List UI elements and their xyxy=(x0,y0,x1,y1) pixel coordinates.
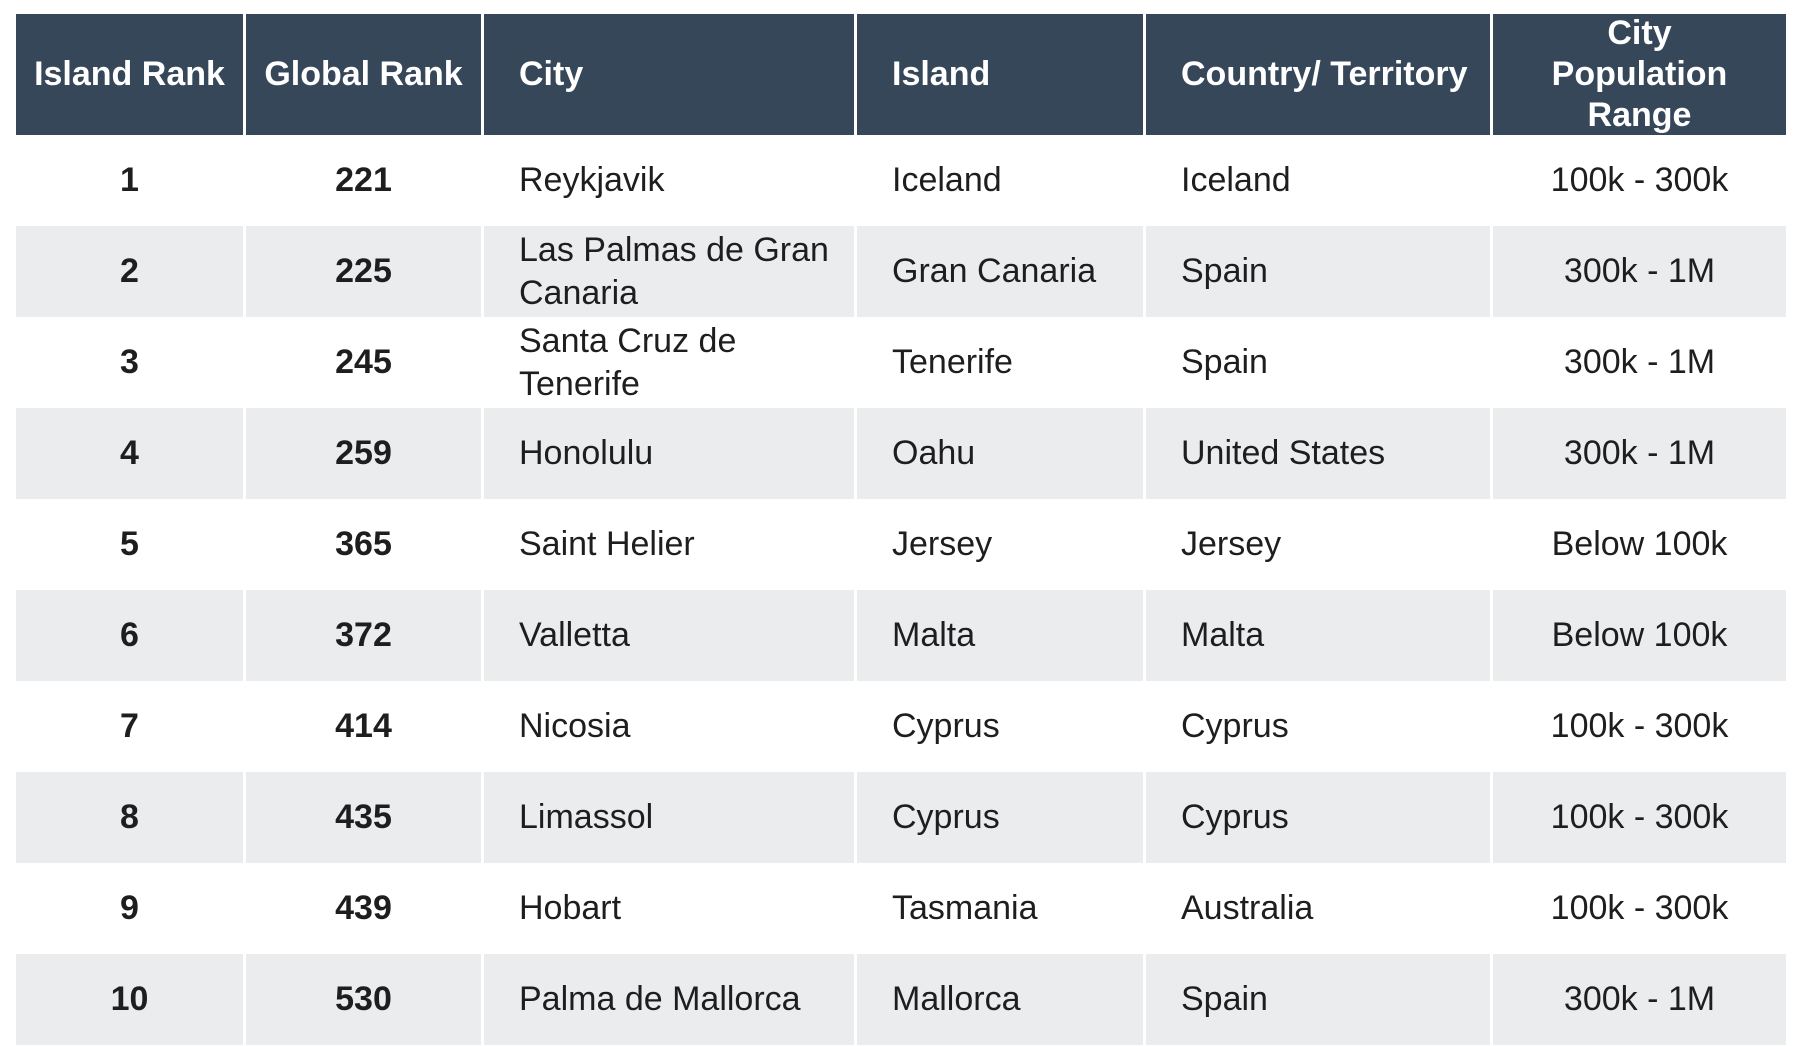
table-cell: Tenerife xyxy=(892,343,1013,382)
table-cell: 300k - 1M xyxy=(1493,408,1786,499)
table-cell: 100k - 300k xyxy=(1493,772,1786,863)
table-cell: Hobart xyxy=(519,889,622,928)
table-cell: 100k - 300k xyxy=(1550,707,1729,746)
table-cell: 300k - 1M xyxy=(1563,343,1716,382)
table-cell: Oahu xyxy=(857,408,1143,499)
table-cell: 9 xyxy=(120,889,139,928)
table-cell: 1 xyxy=(120,161,139,200)
table-cell: 365 xyxy=(335,525,392,564)
header-cell: Global Rank xyxy=(246,14,481,135)
table-cell: 300k - 1M xyxy=(1493,954,1786,1045)
table-cell: Below 100k xyxy=(1551,525,1728,564)
table-cell: 435 xyxy=(246,772,481,863)
table-cell: Cyprus xyxy=(1181,707,1289,746)
table-cell: 300k - 1M xyxy=(1493,226,1786,317)
table-cell: 8 xyxy=(16,772,243,863)
table-cell: 5 xyxy=(120,525,139,564)
table-cell: 259 xyxy=(246,408,481,499)
table-cell: Limassol xyxy=(484,772,854,863)
table-cell: 530 xyxy=(246,954,481,1045)
table: Island Rank Global Rank City Island Country/… xyxy=(16,14,1786,1045)
table-cell: Below 100k xyxy=(1493,590,1786,681)
table-cell: Jersey xyxy=(892,525,993,564)
table-cell: Cyprus xyxy=(1146,772,1490,863)
table-cell: 100k - 300k xyxy=(1550,889,1729,928)
table-cell: 2 xyxy=(16,226,243,317)
header-cell: Country/ Territory xyxy=(1146,14,1490,135)
table-cell: 439 xyxy=(335,889,392,928)
header-cell: City xyxy=(484,14,854,135)
table-cell: Reykjavik xyxy=(519,161,665,200)
table-cell: 221 xyxy=(335,161,392,200)
table-cell: 100k - 300k xyxy=(1550,161,1729,200)
table-cell: Spain xyxy=(1146,954,1490,1045)
table-cell: Cyprus xyxy=(892,707,1000,746)
table-cell: 414 xyxy=(335,707,392,746)
table-cell: Valletta xyxy=(484,590,854,681)
table-cell: Palma de Mallorca xyxy=(484,954,854,1045)
table-cell: 3 xyxy=(120,343,139,382)
table-cell: Spain xyxy=(1181,343,1268,382)
table-cell: 7 xyxy=(120,707,139,746)
table-cell: Malta xyxy=(1146,590,1490,681)
table-cell: Santa Cruz de Tenerife xyxy=(519,322,737,403)
header-cell: City Population Range xyxy=(1493,14,1786,135)
table-cell: Jersey xyxy=(1181,525,1282,564)
table-cell: Las Palmas de Gran Canaria xyxy=(484,226,854,317)
table-cell: Mallorca xyxy=(857,954,1143,1045)
table-cell: Gran Canaria xyxy=(857,226,1143,317)
table-cell: Malta xyxy=(857,590,1143,681)
table-cell: Honolulu xyxy=(484,408,854,499)
table-cell: Tasmania xyxy=(892,889,1038,928)
header-cell: Island Rank xyxy=(16,14,243,135)
table-cell: 245 xyxy=(335,343,392,382)
table-cell: Iceland xyxy=(892,161,1002,200)
table-cell: 4 xyxy=(16,408,243,499)
table-cell: 372 xyxy=(246,590,481,681)
table-cell: Iceland xyxy=(1181,161,1291,200)
table-cell: Nicosia xyxy=(519,707,631,746)
table-cell: Australia xyxy=(1181,889,1314,928)
table-cell: 225 xyxy=(246,226,481,317)
header-cell: Island xyxy=(857,14,1143,135)
table-cell: 6 xyxy=(16,590,243,681)
table-cell: 10 xyxy=(16,954,243,1045)
table-cell: Saint Helier xyxy=(519,525,695,564)
table-cell: Spain xyxy=(1146,226,1490,317)
table-cell: Cyprus xyxy=(857,772,1143,863)
table-cell: United States xyxy=(1146,408,1490,499)
